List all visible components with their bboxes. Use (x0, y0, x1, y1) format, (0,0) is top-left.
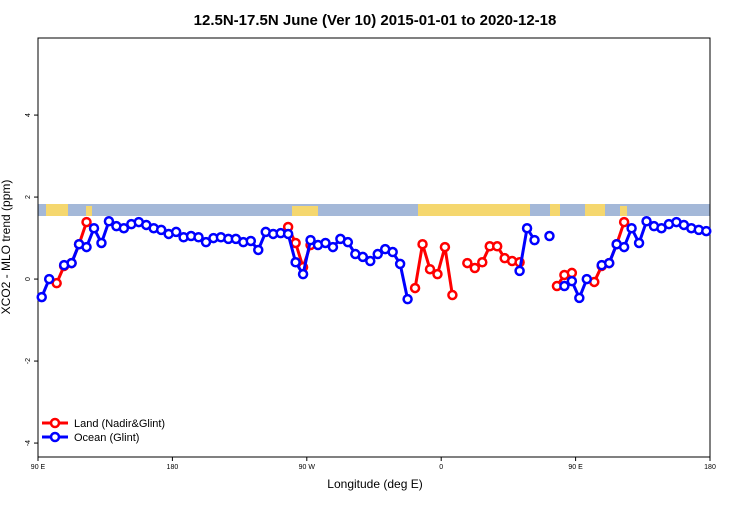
x-tick-label: 90 E (31, 464, 46, 471)
map-strip (38, 204, 710, 216)
data-point (462, 257, 473, 269)
data-point (342, 236, 354, 248)
y-tick-label: -4 (25, 440, 32, 446)
data-point (402, 293, 413, 305)
data-point (96, 237, 107, 249)
data-point (409, 282, 421, 294)
data-point (581, 273, 593, 285)
data-point (641, 216, 652, 227)
legend-marker (49, 417, 61, 429)
data-point (544, 230, 555, 242)
data-point (559, 280, 570, 292)
data-point (155, 224, 167, 236)
data-point (566, 275, 578, 287)
data-point (447, 289, 458, 301)
data-point (701, 225, 712, 237)
data-point (305, 234, 316, 246)
legend-label: Ocean (Glint) (74, 432, 139, 444)
data-point (193, 232, 204, 243)
data-point (521, 222, 533, 234)
series-line (55, 221, 626, 296)
data-point (514, 265, 525, 277)
data-point (417, 238, 428, 250)
data-point (394, 258, 406, 270)
x-tick-label: 180 (167, 464, 179, 471)
data-point (320, 237, 331, 249)
data-point (432, 268, 443, 280)
x-tick-label: 0 (439, 464, 443, 471)
data-point (43, 273, 55, 285)
data-point (81, 216, 92, 228)
data-point (633, 237, 645, 249)
y-tick-label: -2 (25, 358, 32, 364)
data-point (618, 216, 630, 228)
data-point (574, 292, 585, 304)
data-point (491, 241, 503, 252)
chart-title: 12.5N-17.5N June (Ver 10) 2015-01-01 to … (194, 12, 557, 29)
data-point (603, 257, 615, 269)
x-tick-label: 90 E (568, 464, 583, 471)
data-point (290, 257, 301, 268)
data-point (103, 216, 115, 227)
data-point (365, 255, 376, 267)
y-tick-label: 4 (25, 113, 32, 117)
data-point (477, 257, 488, 268)
y-tick-label: 2 (25, 195, 32, 199)
y-tick-label: 0 (25, 277, 32, 281)
plot-frame (37, 37, 711, 458)
data-point (618, 241, 630, 253)
data-point (51, 277, 62, 289)
data-point (88, 222, 100, 234)
data-point (327, 241, 339, 253)
data-point (36, 291, 47, 303)
data-point (626, 222, 637, 234)
legend-label: Land (Nadir&Glint) (74, 418, 165, 430)
y-axis-label: XCO2 - MLO trend (ppm) (0, 180, 13, 315)
data-point (253, 244, 264, 256)
data-point (372, 248, 383, 260)
data-point (81, 241, 92, 253)
legend: Land (Nadir&Glint) Ocean (Glint) (42, 417, 165, 444)
data-point (387, 246, 398, 258)
data-point (245, 235, 257, 247)
data-point (200, 236, 212, 248)
data-point (118, 222, 130, 234)
data-point (297, 268, 309, 280)
data-point (282, 228, 294, 240)
x-tick-label: 90 W (299, 464, 316, 471)
data-point (656, 222, 667, 234)
data-point (66, 257, 77, 269)
data-point (566, 267, 578, 279)
x-tick-label: 180 (704, 464, 716, 471)
data-point (424, 263, 436, 275)
data-point (170, 226, 182, 238)
x-axis-label: Longitude (deg E) (327, 477, 422, 491)
data-point (529, 234, 540, 246)
legend-marker (49, 431, 61, 443)
data-point (439, 241, 451, 253)
data-point (469, 262, 481, 274)
data-point (357, 251, 369, 263)
